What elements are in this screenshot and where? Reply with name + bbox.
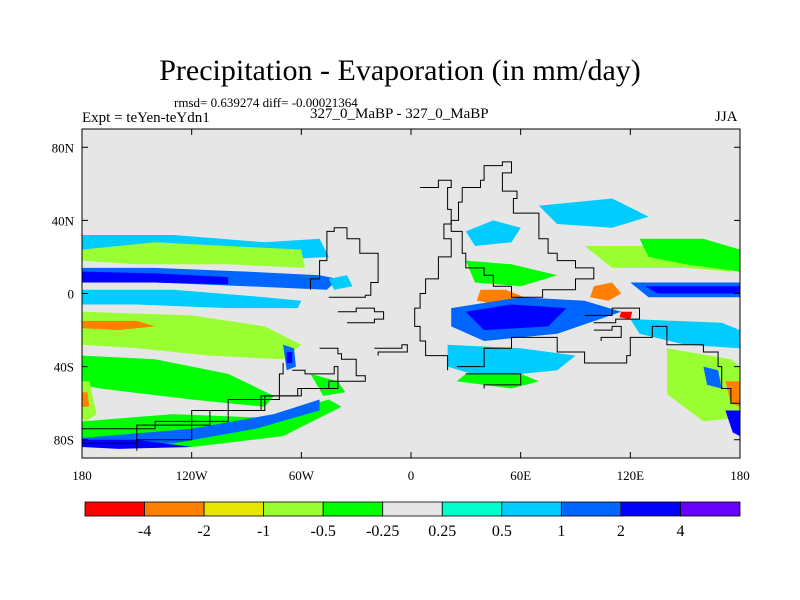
y-tick-label: 40N — [52, 213, 75, 228]
contour-region — [286, 352, 293, 363]
contour-region — [538, 198, 649, 228]
coastline — [593, 325, 622, 341]
coastline — [374, 344, 408, 356]
axes: 180 120W 60W 0 60E 120E 180 80N 40N 0 40S 80S — [52, 128, 750, 483]
plot-area — [82, 129, 740, 458]
contour-region — [82, 399, 320, 444]
x-tick-label: 0 — [408, 468, 415, 483]
colorbar-swatch — [620, 501, 681, 517]
x-tick-label: 120W — [176, 468, 209, 483]
contour-region — [328, 275, 353, 290]
coastline — [337, 307, 385, 324]
coastline — [136, 366, 339, 451]
colorbar: -4 -2 -1 -0.5 -0.25 0.25 0.5 1 2 4 — [84, 501, 741, 540]
contour-region — [82, 271, 229, 285]
contour-region — [725, 381, 740, 407]
colorbar-swatch — [560, 501, 622, 517]
coastline — [82, 363, 284, 430]
colorbar-label: 0.25 — [428, 523, 456, 540]
colorbar-label: -1 — [257, 523, 270, 540]
colorbar-label: -0.5 — [311, 523, 336, 540]
stats-label: rmsd= 0.639274 diff= -0.00021364 — [174, 95, 358, 110]
x-tick-label: 60E — [510, 468, 531, 483]
x-tick-label: 120E — [617, 468, 645, 483]
y-tick-label: 40S — [54, 360, 74, 375]
x-tick-label: 180 — [72, 468, 92, 483]
contour-region — [82, 289, 302, 309]
coastline — [450, 161, 595, 298]
coastline — [82, 347, 366, 444]
contour-region — [703, 366, 722, 389]
contour-region — [310, 373, 346, 396]
colorbar-label: 2 — [617, 523, 625, 540]
coastline — [310, 227, 379, 298]
colorbar-label: 1 — [557, 523, 565, 540]
contour-region — [82, 355, 274, 407]
colorbar-label: 4 — [676, 523, 684, 540]
x-tick-label: 180 — [730, 468, 750, 483]
contour-region — [447, 344, 576, 378]
season-label: JJA — [715, 109, 738, 125]
contour-region — [619, 311, 633, 320]
coastline — [465, 373, 522, 389]
contour-region — [590, 282, 622, 301]
contour-region — [82, 242, 305, 268]
coastline — [456, 325, 740, 407]
experiment-label: Expt = teYen-teYdn1 — [82, 110, 210, 126]
colorbar-swatch — [84, 501, 145, 517]
contour-region — [465, 304, 567, 331]
period-label: 327_0_MaBP - 327_0_MaBP — [310, 106, 489, 122]
y-tick-label: 0 — [68, 287, 75, 302]
y-tick-label: 80N — [52, 140, 75, 155]
coastline — [414, 179, 452, 371]
contour-region — [725, 410, 740, 437]
contour-region — [639, 238, 740, 272]
y-tick-label: 80S — [54, 433, 74, 448]
colorbar-swatch — [144, 501, 205, 517]
contour-region — [82, 392, 90, 407]
contour-region — [82, 320, 156, 331]
colorbar-swatch — [501, 501, 562, 517]
contour-region — [476, 289, 525, 305]
field-layer — [82, 129, 740, 458]
colorbar-swatch — [263, 501, 324, 517]
colorbar-swatch — [322, 501, 384, 517]
contour-region — [465, 260, 558, 287]
colorbar-label: -4 — [138, 523, 151, 540]
colorbar-swatch — [382, 501, 443, 517]
contour-region — [645, 286, 740, 294]
colorbar-label: -0.25 — [366, 523, 399, 540]
coastline — [584, 307, 640, 324]
colorbar-swatch — [203, 501, 265, 517]
colorbar-label: 0.5 — [492, 523, 512, 540]
contour-region — [82, 381, 97, 422]
colorbar-swatch — [680, 501, 741, 517]
colorbar-label: -2 — [197, 523, 210, 540]
x-tick-label: 60W — [289, 468, 315, 483]
colorbar-swatch — [441, 501, 503, 517]
contour-region — [465, 220, 521, 246]
chart-title: Precipitation - Evaporation (in mm/day) — [159, 54, 641, 87]
